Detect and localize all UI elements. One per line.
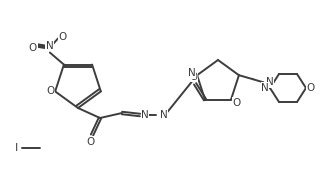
Text: O: O bbox=[233, 98, 241, 108]
Text: O: O bbox=[307, 83, 315, 93]
Text: N: N bbox=[266, 77, 274, 87]
Text: O: O bbox=[46, 86, 54, 96]
Text: N: N bbox=[188, 68, 196, 78]
Text: N: N bbox=[261, 83, 269, 93]
Text: O: O bbox=[86, 137, 94, 147]
Text: O: O bbox=[29, 43, 37, 53]
Text: N: N bbox=[46, 41, 54, 51]
Text: N: N bbox=[160, 110, 168, 120]
Text: O: O bbox=[59, 32, 67, 42]
Text: I: I bbox=[15, 143, 18, 153]
Text: N: N bbox=[141, 110, 149, 120]
Text: O: O bbox=[189, 72, 197, 82]
